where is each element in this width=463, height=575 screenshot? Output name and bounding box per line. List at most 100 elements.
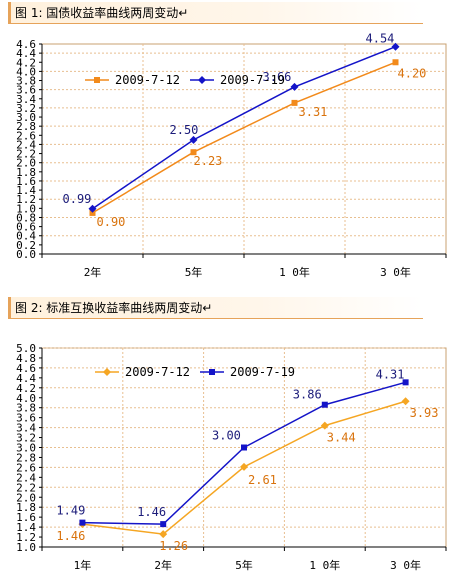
y-tick-label: 4.4	[16, 47, 36, 60]
x-tick-label: 1 0年	[309, 558, 340, 572]
data-label: 3.44	[327, 431, 356, 445]
data-point	[160, 521, 167, 528]
series-line	[92, 61, 396, 214]
y-tick-label: 2.2	[16, 148, 36, 161]
series-line	[92, 46, 396, 210]
y-tick-label: 2.8	[16, 120, 36, 133]
data-point	[159, 530, 168, 539]
data-label: 1.49	[56, 504, 85, 518]
legend-marker	[209, 369, 215, 375]
legend-marker	[198, 76, 206, 84]
y-tick-label: 2.4	[16, 471, 36, 484]
y-tick-label: 4.6	[16, 38, 36, 51]
data-label: 0.90	[97, 215, 126, 229]
x-tick-label: 2年	[154, 558, 172, 572]
y-tick-label: 0.6	[16, 221, 36, 234]
legend-marker	[103, 368, 111, 376]
y-tick-label: 1.2	[16, 193, 36, 206]
data-point	[89, 209, 96, 216]
y-tick-label: 0.4	[16, 230, 36, 243]
y-tick-label: 4.0	[16, 392, 36, 405]
y-tick-label: 2.4	[16, 138, 36, 151]
y-tick-label: 5.0	[16, 342, 36, 355]
legend-label: 2009-7-19	[230, 365, 295, 379]
data-point	[321, 401, 328, 408]
x-tick-label: 3 0年	[390, 558, 421, 572]
y-tick-label: 1.8	[16, 501, 36, 514]
y-tick-label: 4.8	[16, 352, 36, 365]
legend-label: 2009-7-19	[220, 73, 285, 87]
data-label: 1.26	[159, 539, 188, 553]
data-point	[189, 135, 198, 144]
y-tick-label: 4.2	[16, 56, 36, 69]
series-2009-7-12: 0.90 2.23 3.31 4.20	[89, 59, 426, 229]
y-tick-label: 4.2	[16, 382, 36, 395]
y-tick-label: 1.4	[16, 184, 36, 197]
x-tick-label: 3 0年	[380, 265, 411, 279]
y-tick-label: 1.0	[16, 541, 36, 554]
data-label: 3.00	[212, 429, 241, 443]
y-tick-label: 1.8	[16, 166, 36, 179]
y-tick-label: 0.2	[16, 239, 36, 252]
data-point	[290, 82, 299, 91]
swap-yield-chart: 1.01.21.41.61.82.02.22.42.62.83.03.23.43…	[16, 342, 447, 572]
legend-item: 2009-7-12	[85, 73, 180, 87]
legend-label: 2009-7-12	[125, 365, 190, 379]
y-tick-label: 1.4	[16, 521, 36, 534]
y-tick-label: 3.8	[16, 402, 36, 415]
y-tick-label: 0.0	[16, 248, 36, 261]
y-tick-label: 2.6	[16, 129, 36, 142]
data-point	[392, 59, 399, 66]
y-tick-label: 2.0	[16, 491, 36, 504]
x-tick-label: 5年	[235, 558, 253, 572]
data-label: 0.99	[63, 192, 92, 206]
y-tick-label: 2.6	[16, 461, 36, 474]
series-2009-7-19: 0.99 2.50 3.66 4.54	[63, 32, 400, 213]
data-point	[88, 204, 97, 213]
y-tick-label: 3.6	[16, 84, 36, 97]
y-tick-label: 3.0	[16, 442, 36, 455]
x-tick-label: 1 0年	[279, 265, 310, 279]
y-tick-label: 1.6	[16, 511, 36, 524]
legend-label: 2009-7-12	[115, 73, 180, 87]
y-tick-label: 4.4	[16, 372, 36, 385]
x-tick-label: 5年	[185, 265, 203, 279]
legend-marker	[94, 77, 100, 83]
legend-item: 2009-7-19	[190, 73, 285, 87]
data-point	[240, 462, 248, 471]
y-tick-label: 3.0	[16, 111, 36, 124]
x-tick-label: 2年	[84, 265, 102, 279]
treasury-yield-chart: 0.00.20.40.60.81.01.21.41.61.82.02.22.42…	[16, 32, 447, 279]
data-label: 4.31	[376, 367, 405, 381]
data-point	[291, 99, 298, 106]
y-tick-label: 2.8	[16, 451, 36, 464]
data-label: 4.54	[366, 32, 395, 46]
y-tick-label: 4.0	[16, 65, 36, 78]
legend-item: 2009-7-12	[95, 365, 190, 379]
y-tick-label: 1.6	[16, 175, 36, 188]
figure-1-title: 图 1: 国债收益率曲线两周变动↵	[8, 2, 423, 24]
y-tick-label: 4.6	[16, 362, 36, 375]
figure-2-title: 图 2: 标准互换收益率曲线两周变动↵	[8, 297, 423, 319]
y-tick-label: 2.2	[16, 481, 36, 494]
y-tick-label: 3.2	[16, 102, 36, 115]
data-label: 3.66	[263, 70, 292, 84]
series-2009-7-12: 1.46 1.26 2.61 3.44 3.93	[56, 397, 439, 553]
data-point	[190, 149, 197, 156]
y-tick-label: 0.8	[16, 211, 36, 224]
data-point	[391, 42, 400, 51]
x-tick-label: 1年	[74, 558, 92, 572]
data-label: 2.50	[170, 123, 199, 137]
data-label: 2.23	[194, 154, 223, 168]
data-label: 3.86	[293, 388, 322, 402]
y-tick-label: 3.8	[16, 75, 36, 88]
y-tick-label: 3.4	[16, 93, 36, 106]
y-tick-label: 3.4	[16, 422, 36, 435]
y-tick-label: 1.2	[16, 531, 36, 544]
data-label: 1.46	[137, 505, 166, 519]
data-point	[241, 444, 247, 451]
data-point	[401, 397, 410, 406]
data-point	[402, 379, 409, 386]
data-label: 3.31	[299, 105, 328, 119]
data-label: 1.46	[56, 529, 85, 543]
